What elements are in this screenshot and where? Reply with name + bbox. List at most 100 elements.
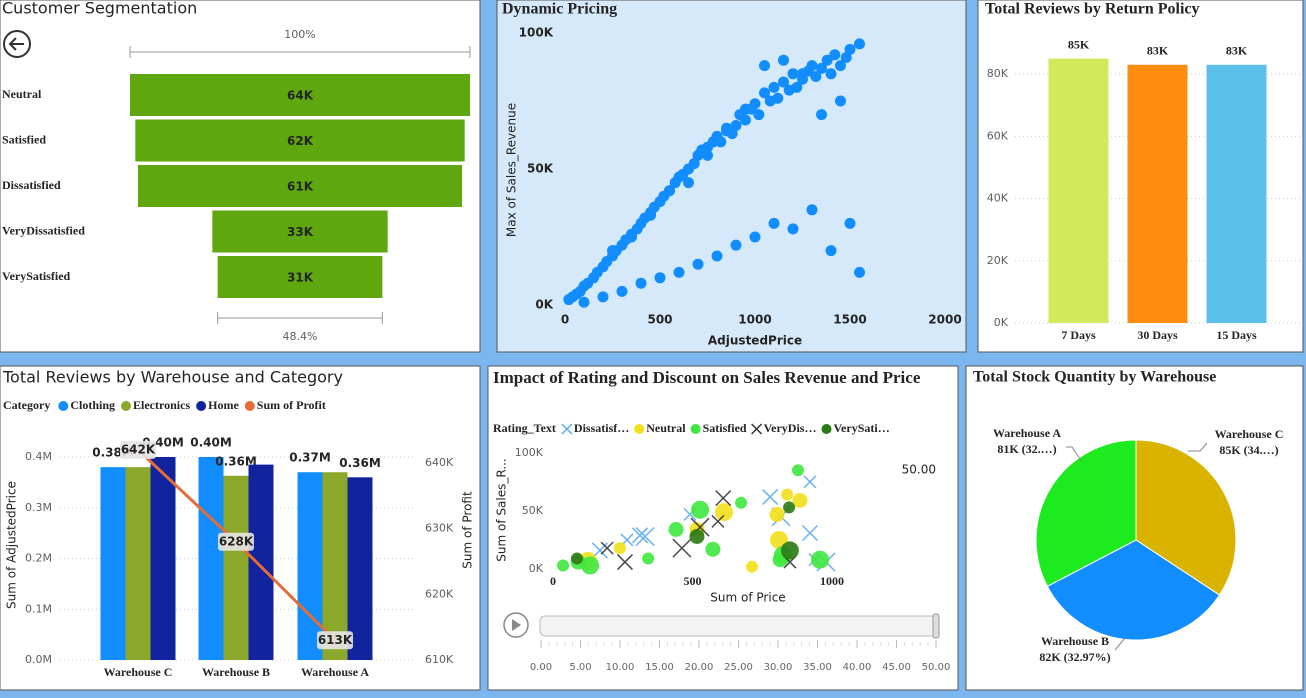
legend-marker (244, 401, 255, 411)
scatter-point (792, 464, 805, 477)
funnel-bar (212, 210, 388, 253)
scatter-point (825, 68, 837, 80)
play-tick-label: 0.00 (530, 662, 552, 673)
leader-line (1066, 446, 1083, 463)
y-tick-label: 50K (522, 504, 544, 517)
back-button[interactable] (3, 30, 31, 58)
y-tick-label: 40K (987, 192, 1009, 205)
bar (297, 472, 323, 660)
value-label: 61K (287, 180, 314, 194)
scatter-point (835, 60, 846, 72)
scatter-point (768, 81, 780, 93)
value-label: 0.40M (190, 436, 232, 450)
scatter-point (835, 95, 846, 107)
pie-label: Warehouse B (1041, 634, 1109, 648)
panel (487, 365, 959, 691)
scatter-point (753, 109, 765, 121)
bar (150, 457, 176, 660)
play-tick-label: 20.00 (685, 662, 714, 673)
scatter-point (787, 223, 799, 235)
scatter-point (811, 550, 830, 569)
value-label: 613K (318, 633, 353, 647)
scatter-point (735, 496, 748, 509)
value-label: 83K (1147, 44, 1169, 58)
scatter-point (691, 500, 710, 519)
bar (100, 467, 126, 660)
legend-label: Electronics (133, 398, 190, 412)
scatter-point (778, 54, 789, 66)
scatter-point (772, 92, 784, 104)
legend-label: Clothing (70, 398, 115, 412)
leader-line (1188, 442, 1208, 452)
legend-label: Satisfied (703, 421, 747, 435)
funnel-bracket (129, 46, 471, 58)
scatter-point (778, 76, 789, 88)
play-button[interactable] (503, 612, 529, 638)
scatter-point (689, 528, 705, 544)
scatter-point (635, 277, 647, 289)
value-label: 31K (287, 271, 314, 285)
y-tick-label: 20K (987, 254, 1009, 267)
scatter-point (613, 542, 626, 555)
legend-marker (561, 423, 573, 435)
scatter-point (654, 272, 666, 284)
pie-label: Warehouse C (1215, 427, 1284, 441)
play-slider[interactable] (539, 615, 937, 637)
value-label-bg (120, 440, 156, 459)
scatter-point (705, 541, 721, 557)
legend-label: VeryDis… (764, 421, 817, 435)
pie-value-label: 81K (32.…) (997, 442, 1056, 456)
bar (1127, 64, 1188, 324)
pie-slice (1035, 439, 1137, 587)
play-handle[interactable] (932, 613, 940, 639)
scatter-point (787, 68, 799, 80)
legend-label: Dissatisf… (574, 421, 629, 435)
back-icon (8, 37, 24, 51)
scatter-point (791, 81, 803, 93)
bar (322, 472, 348, 660)
x-tick-label: 15 Days (1216, 328, 1257, 342)
x-axis-title: Sum of Price (710, 591, 785, 605)
legend-label: VerySati… (833, 421, 889, 435)
play-tick-label: 10.00 (606, 662, 635, 673)
scatter-point (768, 217, 780, 229)
scatter-point (721, 125, 732, 137)
play-tick-label: 40.00 (843, 662, 872, 673)
value-label-bg (317, 631, 353, 650)
scatter-point (769, 506, 785, 522)
y-tick-label: 60K (987, 129, 1009, 142)
chart-title: Total Reviews by Warehouse and Category (2, 368, 343, 387)
scatter-point (806, 204, 818, 216)
scatter-point (557, 559, 570, 572)
scatter-point (672, 538, 692, 558)
x-tick-label: 1000 (738, 313, 771, 327)
scatter-point (715, 136, 727, 148)
value-label: 0.36M (215, 454, 257, 468)
play-tick-label: 35.00 (803, 662, 832, 673)
scatter-point (825, 245, 837, 257)
scatter-point (715, 503, 734, 522)
y2-tick-label: 640K (425, 456, 454, 469)
chart-title: Total Stock Quantity by Warehouse (973, 369, 1216, 386)
scatter-point (702, 149, 713, 161)
category-label: Satisfied (2, 132, 46, 146)
category-label: Dissatisfied (2, 178, 61, 192)
bar (347, 477, 373, 660)
y-axis-title: Sum of Sales_R... (495, 458, 509, 561)
scatter-point (749, 231, 761, 243)
x-tick-label: 1000 (820, 574, 844, 588)
scatter-point (749, 98, 761, 110)
scatter-point (570, 552, 583, 565)
scatter-point (711, 514, 725, 528)
scatter-point (632, 527, 649, 544)
scatter-point (730, 239, 742, 251)
scatter-point (673, 266, 685, 278)
funnel-top-label: 100% (284, 28, 315, 41)
scatter-point (740, 114, 751, 126)
scatter-point (803, 475, 817, 489)
y-tick-label: 0K (994, 316, 1009, 329)
category-label: Neutral (2, 87, 42, 101)
category-label: VerySatisfied (2, 269, 71, 283)
